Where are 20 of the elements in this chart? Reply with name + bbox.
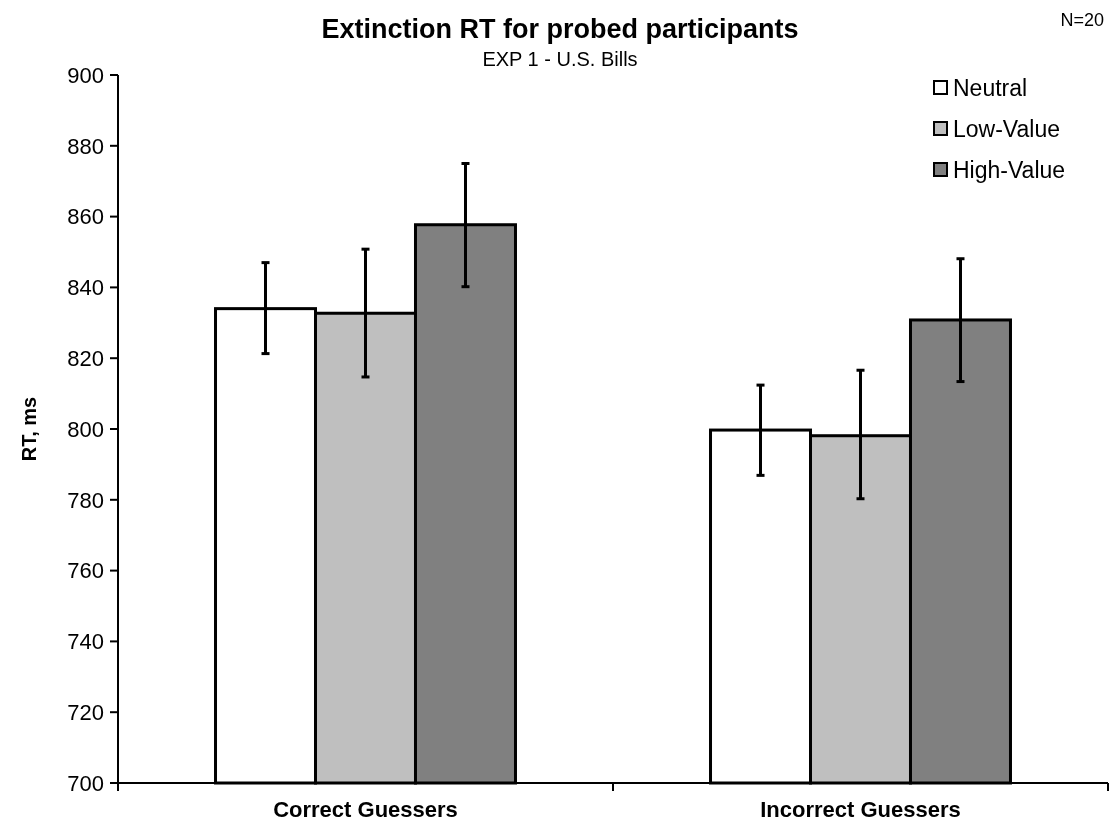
y-tick-label: 720	[67, 699, 104, 725]
legend-label: High-Value	[953, 157, 1066, 184]
x-tick-label: Correct Guessers	[273, 797, 458, 822]
y-tick-label: 880	[67, 133, 104, 159]
y-tick-label: 700	[67, 770, 104, 796]
y-tick-label: 800	[67, 416, 104, 442]
y-tick-label: 740	[67, 629, 104, 655]
legend-label: Low-Value	[953, 116, 1060, 143]
y-tick-label: 780	[67, 487, 104, 513]
text: N=20	[1060, 10, 1104, 30]
y-tick-label: 820	[67, 345, 104, 371]
y-tick-label: 900	[67, 62, 104, 88]
y-axis-title: RT, ms	[18, 396, 40, 462]
chart-subtitle: EXP 1 - U.S. Bills	[482, 48, 638, 70]
y-tick-label: 760	[67, 558, 104, 584]
x-tick-label: Incorrect Guessers	[760, 797, 961, 822]
chart-title: Extinction RT for probed participants	[321, 14, 799, 44]
y-tick-label: 860	[67, 204, 104, 230]
y-tick-label: 840	[67, 275, 104, 301]
legend-label: Neutral	[953, 75, 1028, 102]
